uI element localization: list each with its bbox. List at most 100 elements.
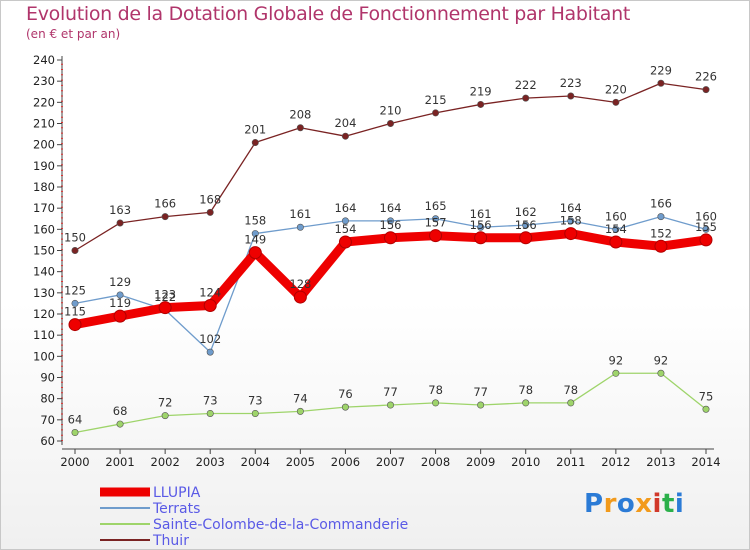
data-label-sainte-colombe-de-la-commanderie: 77 <box>383 385 398 399</box>
data-point-thuir <box>567 92 575 100</box>
data-label-llupia: 154 <box>605 222 627 236</box>
data-point-llupia <box>429 229 443 243</box>
data-label-thuir: 222 <box>515 78 537 92</box>
data-point-terrats <box>612 225 620 233</box>
data-point-llupia <box>564 227 578 241</box>
data-label-terrats: 164 <box>560 201 582 215</box>
legend-label-terrats: Terrats <box>152 501 200 517</box>
data-label-terrats: 125 <box>64 283 86 297</box>
data-point-llupia <box>248 246 262 260</box>
x-tick-label: 2005 <box>286 455 315 469</box>
data-point-thuir <box>432 109 440 117</box>
data-label-llupia: 156 <box>470 218 492 232</box>
data-point-thuir <box>657 79 665 87</box>
data-label-sainte-colombe-de-la-commanderie: 74 <box>293 391 308 405</box>
chart-title: Evolution de la Dotation Globale de Fonc… <box>26 3 631 25</box>
data-label-thuir: 208 <box>289 108 311 122</box>
data-label-thuir: 210 <box>380 104 402 118</box>
data-point-thuir <box>341 132 349 140</box>
data-label-llupia: 115 <box>64 305 86 319</box>
data-point-thuir <box>206 208 214 216</box>
data-point-sainte-colombe-de-la-commanderie <box>116 420 124 428</box>
data-point-terrats <box>657 213 665 221</box>
data-point-terrats <box>296 223 304 231</box>
data-label-sainte-colombe-de-la-commanderie: 76 <box>338 387 353 401</box>
x-tick-label: 2008 <box>421 455 450 469</box>
x-tick-label: 2006 <box>331 455 360 469</box>
data-point-llupia <box>609 235 623 249</box>
data-label-sainte-colombe-de-la-commanderie: 78 <box>563 383 578 397</box>
y-tick-label: 100 <box>33 349 55 363</box>
data-label-sainte-colombe-de-la-commanderie: 78 <box>428 383 443 397</box>
y-tick-label: 150 <box>33 244 55 258</box>
data-label-llupia: 156 <box>515 218 537 232</box>
y-tick-label: 130 <box>33 286 55 300</box>
data-label-thuir: 163 <box>109 203 131 217</box>
data-label-llupia: 156 <box>380 218 402 232</box>
data-point-thuir <box>296 124 304 132</box>
data-label-terrats: 166 <box>650 197 672 211</box>
data-label-thuir: 229 <box>650 63 672 77</box>
data-label-sainte-colombe-de-la-commanderie: 92 <box>609 353 624 367</box>
data-point-sainte-colombe-de-la-commanderie <box>612 369 620 377</box>
chart-subtitle: (en € et par an) <box>26 27 121 41</box>
data-label-thuir: 215 <box>425 93 447 107</box>
legend-label-llupia: LLUPIA <box>153 485 201 501</box>
legend-label-sainte-colombe-de-la-commanderie: Sainte-Colombe-de-la-Commanderie <box>153 517 408 533</box>
data-point-thuir <box>522 94 530 102</box>
data-label-thuir: 226 <box>695 70 717 84</box>
data-label-terrats: 165 <box>425 199 447 213</box>
data-label-sainte-colombe-de-la-commanderie: 92 <box>654 353 669 367</box>
data-point-thuir <box>702 86 710 94</box>
data-label-terrats: 162 <box>515 205 537 219</box>
data-point-llupia <box>293 290 307 304</box>
data-point-sainte-colombe-de-la-commanderie <box>296 407 304 415</box>
data-point-terrats <box>341 217 349 225</box>
x-tick-label: 2012 <box>601 455 630 469</box>
data-label-thuir: 223 <box>560 76 582 90</box>
y-tick-label: 180 <box>33 180 55 194</box>
data-point-terrats <box>477 223 485 231</box>
data-label-sainte-colombe-de-la-commanderie: 72 <box>158 396 173 410</box>
data-label-terrats: 102 <box>199 332 221 346</box>
data-point-llupia <box>203 299 217 313</box>
data-label-thuir: 204 <box>334 116 356 130</box>
data-point-sainte-colombe-de-la-commanderie <box>71 429 79 437</box>
data-point-terrats <box>522 221 530 229</box>
data-point-llupia <box>474 231 488 245</box>
data-label-terrats: 122 <box>154 290 176 304</box>
data-point-terrats <box>116 291 124 299</box>
data-label-terrats: 161 <box>470 207 492 221</box>
data-label-llupia: 149 <box>244 233 266 247</box>
data-label-llupia: 152 <box>650 226 672 240</box>
x-tick-label: 2004 <box>241 455 270 469</box>
x-tick-label: 2000 <box>60 455 89 469</box>
data-point-llupia <box>338 235 352 249</box>
data-label-thuir: 219 <box>470 84 492 98</box>
data-point-sainte-colombe-de-la-commanderie <box>522 399 530 407</box>
data-label-terrats: 160 <box>605 209 627 223</box>
data-point-llupia <box>654 239 668 253</box>
data-point-sainte-colombe-de-la-commanderie <box>206 409 214 417</box>
data-label-llupia: 154 <box>334 222 356 236</box>
data-point-sainte-colombe-de-la-commanderie <box>251 409 259 417</box>
y-tick-label: 190 <box>33 159 55 173</box>
y-tick-label: 160 <box>33 222 55 236</box>
y-tick-label: 200 <box>33 138 55 152</box>
data-point-terrats <box>567 217 575 225</box>
y-tick-label: 240 <box>33 53 55 67</box>
data-label-thuir: 166 <box>154 197 176 211</box>
data-label-llupia: 124 <box>199 286 221 300</box>
x-tick-label: 2007 <box>376 455 405 469</box>
data-label-sainte-colombe-de-la-commanderie: 68 <box>113 404 128 418</box>
data-point-thuir <box>161 213 169 221</box>
data-point-llupia <box>113 309 127 323</box>
data-point-llupia <box>158 301 172 315</box>
y-tick-label: 140 <box>33 265 55 279</box>
data-point-thuir <box>251 139 259 147</box>
data-label-terrats: 158 <box>244 214 266 228</box>
x-tick-label: 2013 <box>646 455 675 469</box>
data-point-thuir <box>116 219 124 227</box>
